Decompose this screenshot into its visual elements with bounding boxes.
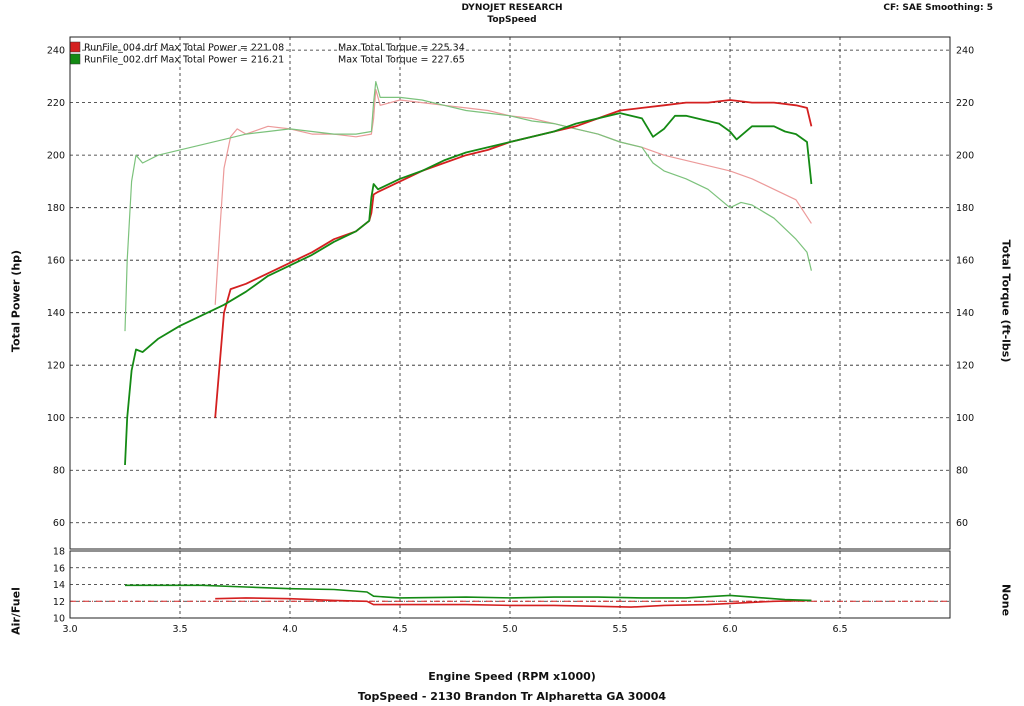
shop-title: TopSpeed [487, 15, 537, 25]
series-runfile-002-drf-power-line [124, 112, 813, 466]
y-left-tick-label: 200 [47, 151, 65, 162]
y-left-tick-label: 100 [47, 413, 65, 424]
y-right-tick-label: 140 [956, 308, 974, 319]
y-left-tick-label: 240 [47, 46, 65, 57]
x-tick-label: 3.0 [62, 624, 77, 635]
y-left-tick-label: 60 [53, 518, 65, 529]
footer-address: TopSpeed - 2130 Brandon Tr Alpharetta GA… [357, 690, 667, 703]
af-tick-label: 18 [53, 547, 65, 558]
af-series-runfile-004-drf-line [215, 597, 812, 608]
main-plot-grid: 60 60 80 80 100 100 120 120 140 140 160 160 180 180 20… [47, 37, 974, 549]
legend-swatch [69, 53, 81, 65]
x-tick-label: 4.5 [392, 624, 407, 635]
y-right-tick-label: 160 [956, 256, 974, 267]
af-series-runfile-002-drf-line [125, 584, 812, 602]
y-left-tick-label: 140 [47, 308, 65, 319]
af-plot-series [125, 584, 812, 608]
y-right-tick-label: 200 [956, 151, 974, 162]
vendor-title: DYNOJET RESEARCH [461, 3, 563, 13]
legend-torque-text: Max Total Torque = 227.65 [338, 55, 465, 66]
af-tick-label: 12 [53, 597, 65, 608]
af-plot-frame [69, 550, 951, 619]
y-right-tick-label: 100 [956, 413, 974, 424]
af-axis-right-label: None [999, 583, 1013, 617]
y-left-tick-label: 160 [47, 256, 65, 267]
af-tick-label: 14 [53, 580, 65, 591]
x-tick-label: 5.0 [502, 624, 517, 635]
af-tick-label: 16 [53, 563, 65, 574]
x-tick-label: 4.0 [282, 624, 297, 635]
y-axis-left-label: Total Power (hp) [9, 249, 23, 353]
x-tick-label: 6.5 [832, 624, 847, 635]
y-left-tick-label: 220 [47, 98, 65, 109]
af-axis-left-label: Air/Fuel [9, 587, 23, 635]
x-axis-label: Engine Speed (RPM x1000) [428, 670, 596, 683]
correction-factor-label: CF: SAE Smoothing: 5 [883, 3, 993, 13]
series-runfile-002-drf-torque-line [124, 81, 812, 332]
legend-swatch [69, 41, 81, 53]
series-runfile-004-drf-torque-line [214, 88, 812, 305]
legend-torque-text: Max Total Torque = 225.34 [338, 43, 465, 54]
y-right-tick-label: 220 [956, 98, 974, 109]
legend-power-text: RunFile_002.drf Max Total Power = 216.21 [84, 55, 284, 66]
x-tick-label: 5.5 [612, 624, 627, 635]
y-left-tick-label: 80 [53, 466, 65, 477]
y-left-tick-label: 180 [47, 203, 65, 214]
af-tick-label: 10 [53, 614, 65, 625]
y-axis-right-label: Total Torque (ft-lbs) [999, 239, 1013, 363]
af-plot-grid: 3.0 3.5 4.0 4.5 5.0 5.5 6.0 6.5 10 12 14 16 18 [53, 547, 950, 635]
legend: RunFile_004.drf Max Total Power = 221.08… [69, 41, 465, 66]
y-right-tick-label: 60 [956, 518, 968, 529]
series-runfile-004-drf-power-line [214, 99, 813, 418]
y-right-tick-label: 240 [956, 46, 974, 57]
x-tick-label: 6.0 [722, 624, 737, 635]
legend-power-text: RunFile_004.drf Max Total Power = 221.08 [84, 43, 284, 54]
x-tick-label: 3.5 [172, 624, 187, 635]
main-plot-series [124, 81, 813, 466]
y-right-tick-label: 120 [956, 361, 974, 372]
y-right-tick-label: 180 [956, 203, 974, 214]
main-plot-frame [69, 36, 951, 550]
y-left-tick-label: 120 [47, 361, 65, 372]
y-right-tick-label: 80 [956, 466, 968, 477]
